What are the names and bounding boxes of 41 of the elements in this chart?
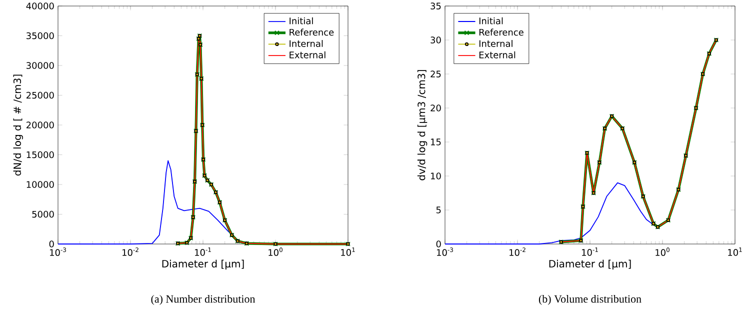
- y-tick-label: 15000: [26, 151, 54, 158]
- legend-label: Internal: [479, 40, 512, 47]
- legend-label: Reference: [479, 28, 524, 36]
- y-tick-label: 30000: [26, 62, 54, 69]
- x-tick-label: 10$^{-2}$: [510, 248, 526, 256]
- y-tick-label: 40000: [26, 2, 54, 10]
- y-tick-label: 30: [430, 36, 441, 44]
- y-axis-title: dN/d log d [ # /cm3]: [13, 74, 23, 176]
- x-tick-label: 10$^{-1}$: [195, 248, 211, 256]
- y-tick-label: 10: [431, 172, 441, 180]
- y-tick-label: 15: [431, 138, 441, 146]
- y-tick-label: 25: [430, 70, 441, 78]
- legend-label: External: [290, 51, 326, 58]
- y-tick-label: 35: [430, 2, 441, 10]
- text: (b) Volume distribution: [538, 294, 642, 305]
- x-tick-label: 10$^{1}$: [728, 248, 742, 256]
- legend-label: Internal: [290, 40, 323, 47]
- y-tick-label: 10000: [26, 181, 54, 188]
- legend-label: Initial: [479, 17, 503, 24]
- x-tick-label: 10$^{-3}$: [50, 248, 66, 256]
- y-tick-label: 35000: [26, 32, 54, 40]
- y-tick-label: 20000: [26, 122, 54, 128]
- x-axis-title: Diameter d [µm]: [549, 260, 631, 270]
- legend-label: Reference: [290, 28, 334, 36]
- y-tick-label: 5000: [32, 210, 54, 218]
- text: (a) Number distribution: [151, 294, 256, 305]
- x-tick-label: 10$^{-2}$: [122, 248, 138, 256]
- x-tick-label: 10$^{0}$: [656, 248, 670, 256]
- x-tick-label: 10$^{1}$: [341, 248, 355, 256]
- x-axis-title: Diameter d [µm]: [162, 260, 244, 270]
- y-axis-title: dv/d log d [µm3 /cm3]: [417, 70, 428, 180]
- y-tick-label: 0: [49, 240, 54, 248]
- x-tick-label: 10$^{-1}$: [582, 248, 598, 256]
- y-tick-label: 0: [436, 240, 441, 248]
- y-tick-label: 25000: [26, 92, 54, 99]
- legend-label: Initial: [290, 17, 313, 24]
- y-tick-label: 20: [430, 104, 441, 112]
- x-tick-label: 10$^{0}$: [268, 248, 282, 256]
- legend-label: External: [479, 51, 516, 58]
- x-tick-label: 10$^{-3}$: [437, 248, 453, 256]
- y-tick-label: 5: [436, 206, 441, 214]
